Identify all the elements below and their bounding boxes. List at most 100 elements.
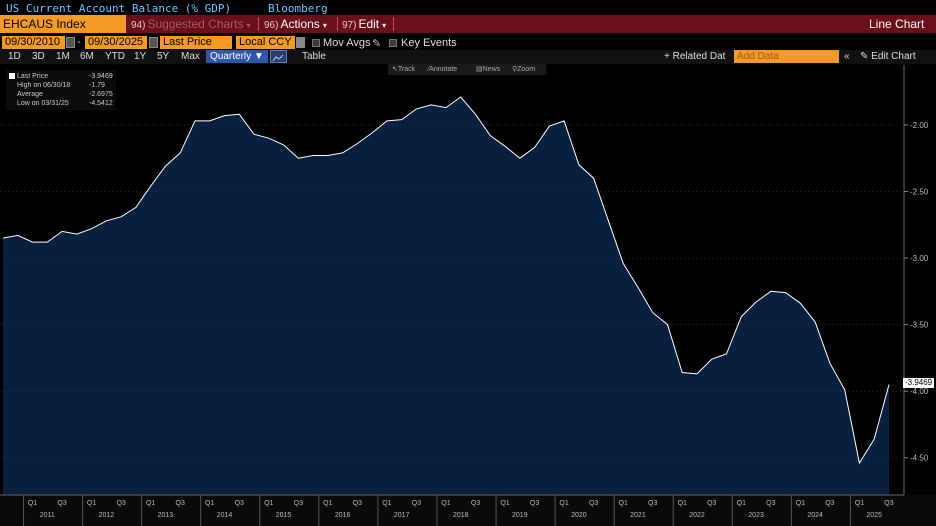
title-row: US Current Account Balance (% GDP) Bloom… [0,0,936,15]
frequency-label: Quarterly [210,51,252,62]
view-type-label: Line Chart [869,17,925,31]
period-1m[interactable]: 1M [56,51,70,62]
caret-down-icon: ▾ [322,21,327,30]
data-point-2023Q3 [769,290,772,293]
table-button[interactable]: Table [302,51,326,62]
end-date-field[interactable]: 09/30/2025 [85,36,147,49]
data-point-2012Q4 [134,206,137,209]
year-label-2011: 2011 [40,512,55,519]
quarter-label-2016-q3: Q3 [353,500,362,507]
quarter-label-2019-q1: Q1 [500,500,509,507]
data-point-2012Q2 [105,219,108,222]
year-label-2024: 2024 [807,512,823,519]
legend-average-row: Average -2.6975 [9,90,113,99]
key-events-checkbox[interactable] [389,39,397,47]
period-6m[interactable]: 6M [80,51,94,62]
source-label: Bloomberg [268,2,328,15]
data-point-2023Q4 [784,291,787,294]
data-point-2021Q4 [666,323,669,326]
data-point-2015Q1 [267,137,270,140]
quarter-label-2016-q1: Q1 [323,500,332,507]
actions-label: Actions [280,17,320,31]
calendar-icon[interactable] [66,37,75,48]
data-point-2023Q1 [740,315,743,318]
year-label-2013: 2013 [158,512,174,519]
divider [393,17,394,31]
legend-low-label: Low on 03/31/25 [17,100,69,107]
data-point-2016Q4 [371,131,374,134]
data-point-2015Q2 [282,143,285,146]
period-max[interactable]: Max [181,51,200,62]
data-point-2019Q4 [548,125,551,128]
year-label-2014: 2014 [217,512,233,519]
data-point-2014Q2 [223,114,226,117]
collapse-chevron-icon[interactable]: « [844,51,850,62]
data-point-2022Q3 [710,358,713,361]
annotate-tool[interactable]: ⁄ Annotate [428,66,458,73]
y-tick-label-2: -3.00 [910,254,929,263]
data-point-2013Q3 [179,151,182,154]
actions-button[interactable]: 96) Actions ▾ [264,15,327,33]
pencil-icon[interactable]: ✎ [372,38,382,50]
edit-chart-button[interactable]: ✎ Edit Chart [860,51,916,62]
data-point-2015Q4 [312,154,315,157]
legend-low-row: Low on 03/31/25 -4.5412 [9,99,113,108]
period-1y[interactable]: 1Y [134,51,147,62]
quarter-label-2025-q3: Q3 [884,500,893,507]
period-1d[interactable]: 1D [8,51,21,62]
field-select[interactable]: Last Price [160,36,232,49]
start-date-field[interactable]: 09/30/2010 [2,36,65,49]
ticker-field[interactable]: EHCAUS Index [0,15,126,33]
y-tick-label-4: -4.00 [910,387,929,396]
data-point-2020Q4 [607,219,610,222]
legend-average-value: -2.6975 [89,91,113,98]
period-3d[interactable]: 3D [32,51,45,62]
caret-down-icon: ▼ [253,51,264,62]
year-label-2023: 2023 [748,512,764,519]
related-data-button[interactable]: + Related Dat [664,51,726,62]
quarter-label-2021-q3: Q3 [648,500,657,507]
line-chart-icon[interactable] [270,50,287,63]
quarter-label-2015-q3: Q3 [294,500,303,507]
add-data-input[interactable]: Add Data [734,50,839,63]
track-tool[interactable]: ↖ Track [392,66,416,73]
year-label-2025: 2025 [866,512,882,519]
data-point-2013Q4 [194,119,197,122]
data-point-2019Q3 [533,146,536,149]
caret-down-icon: ▾ [382,21,387,30]
zoom-label: Zoom [517,66,536,73]
data-point-2022Q1 [681,371,684,374]
data-point-2019Q2 [518,157,521,160]
period-ytd[interactable]: YTD [105,51,125,62]
period-5y[interactable]: 5Y [157,51,170,62]
currency-select[interactable]: Local CCY [236,36,295,49]
frequency-select[interactable]: Quarterly ▼ [206,50,268,63]
data-point-2025Q1 [858,462,861,465]
calendar-icon[interactable] [149,37,158,48]
data-point-2022Q2 [696,372,699,375]
annotate-label: Annotate [429,66,458,73]
command-toolbar [0,15,936,33]
data-point-2014Q1 [208,119,211,122]
series-area [3,97,889,495]
mov-avgs-checkbox[interactable] [312,39,320,47]
data-point-2024Q3 [828,362,831,365]
edit-button[interactable]: 97) Edit ▾ [342,15,386,33]
data-point-2011Q1 [31,241,34,244]
quarter-label-2023-q1: Q1 [737,500,746,507]
data-point-2019Q1 [504,145,507,148]
news-label: News [482,66,501,73]
chart-legend: Last Price -3.9469 High on 06/30/18 -1.79 … [6,70,116,110]
quarter-label-2020-q1: Q1 [559,500,568,507]
divider [258,17,259,31]
data-point-2020Q2 [577,163,580,166]
news-tool[interactable]: ▤ News [476,66,501,73]
chart-tools-strip: ↖ Track ⁄ Annotate ▤ News ⚲ Zoom [388,64,546,75]
suggested-charts-button[interactable]: 94) Suggested Charts ▾ [131,15,251,33]
year-label-2016: 2016 [335,512,351,519]
key-events-label: Key Events [401,37,457,49]
zoom-tool[interactable]: ⚲ Zoom [512,66,536,73]
dropdown-caret-icon[interactable] [296,37,305,48]
year-label-2017: 2017 [394,512,410,519]
